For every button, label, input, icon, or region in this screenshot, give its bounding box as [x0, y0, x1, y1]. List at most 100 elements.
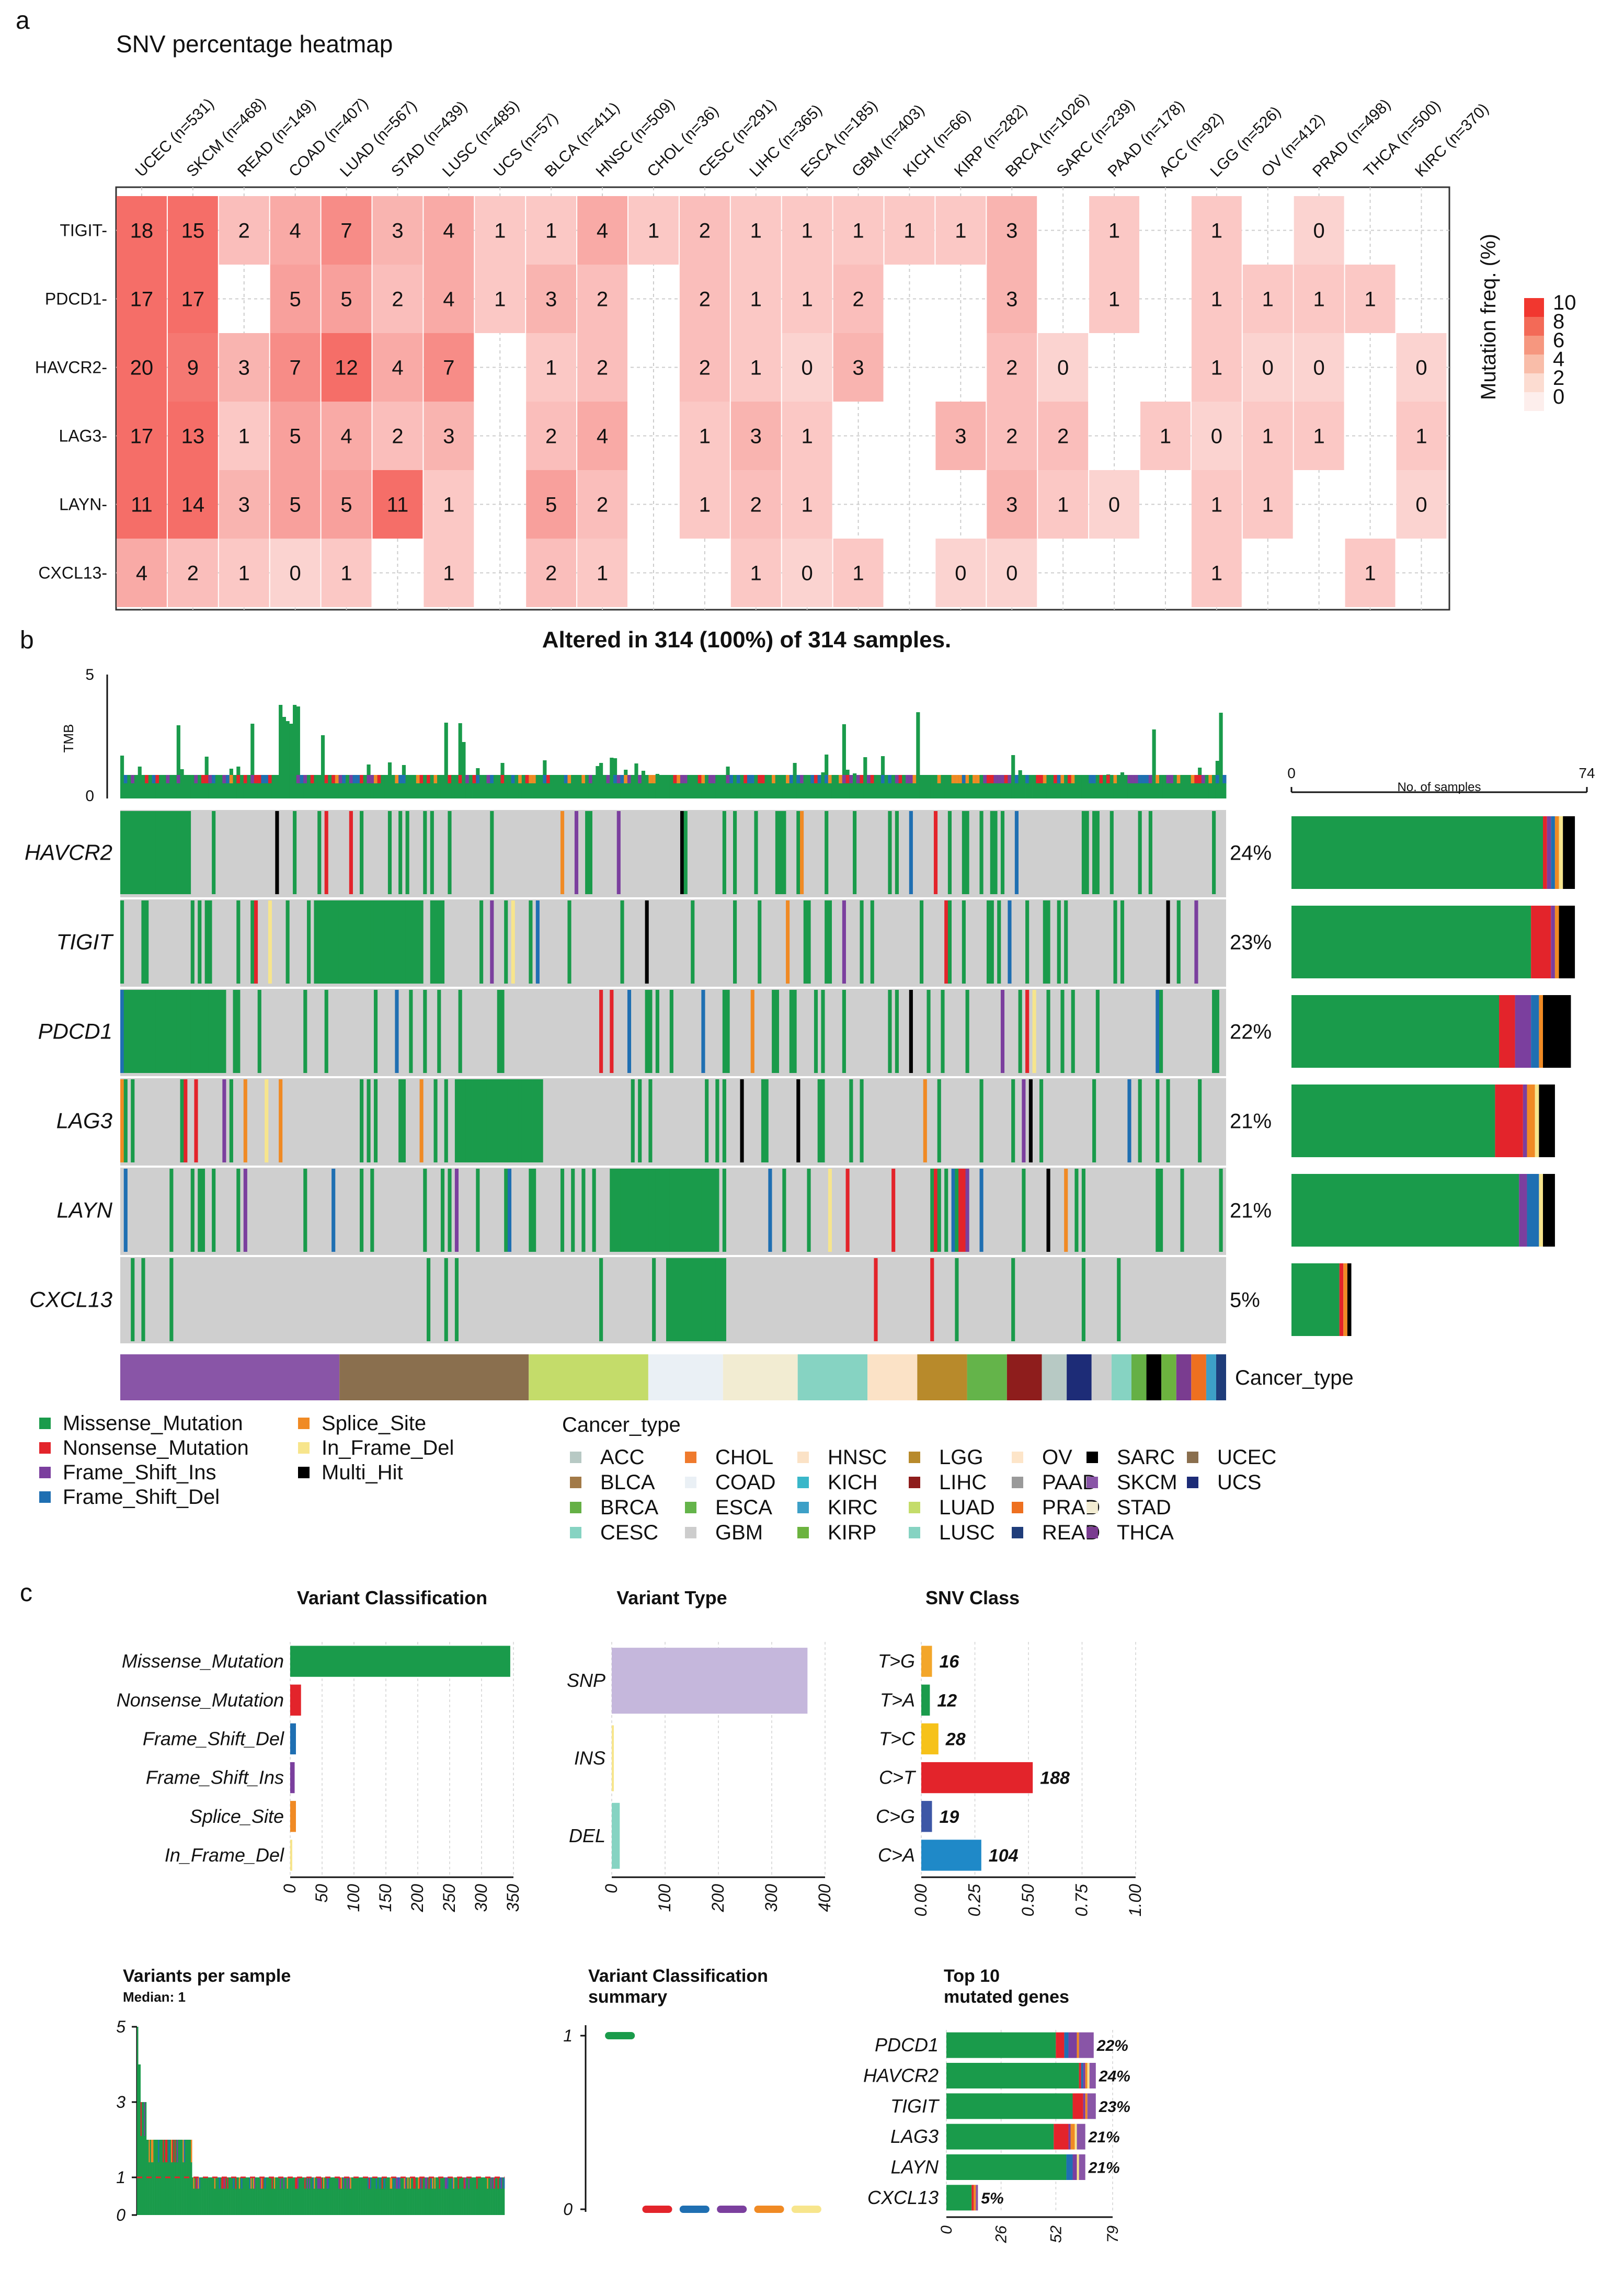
heatmap-value: 0 [802, 562, 813, 585]
sample-bar-segment [177, 2140, 178, 2163]
oncoplot-cell [458, 990, 462, 1073]
y-tick-label: 0 [116, 2206, 125, 2224]
sample-bar [247, 2177, 248, 2215]
heatmap-value: 5 [340, 288, 352, 311]
oncoplot-percent: 21% [1230, 1200, 1272, 1223]
stacked-segment [1074, 2124, 1077, 2150]
tmb-bar [733, 775, 737, 783]
sample-bar [189, 2140, 191, 2215]
sample-bar [393, 2177, 395, 2215]
tmb-bar [983, 775, 987, 798]
oncoplot-cell [613, 1169, 617, 1252]
sample-bar [303, 2177, 305, 2215]
oncoplot-percent: 21% [1230, 1110, 1272, 1133]
oncoplot-cell [145, 900, 149, 984]
sample-bar [170, 2140, 173, 2215]
heatmap-cell [526, 265, 577, 333]
sample-bar [228, 2177, 230, 2215]
tmb-bar [1159, 775, 1163, 783]
cancer-legend-label: GBM [715, 1521, 763, 1544]
cancer-legend-swatch [685, 1527, 696, 1538]
tmb-bar [736, 775, 740, 783]
stacked-segment [946, 2093, 1073, 2119]
tmb-bar [705, 775, 709, 783]
tmb-bar [1141, 775, 1146, 798]
oncoplot-cell [1110, 811, 1114, 894]
sample-bar-segment [199, 2177, 201, 2189]
sample-bar [415, 2177, 417, 2215]
sample-bar [483, 2177, 485, 2215]
tmb-bar [927, 775, 931, 783]
tmb-bar [891, 775, 896, 783]
tmb-bar [645, 775, 649, 798]
side-bar-segment [1291, 1263, 1340, 1336]
sample-bar-segment [350, 2177, 352, 2189]
legend-tick: 6 [1553, 329, 1564, 352]
tmb-bar [602, 775, 607, 798]
oncoplot-cell [314, 900, 318, 984]
heatmap-value: 2 [545, 425, 557, 448]
tmb-bar [539, 775, 543, 783]
x-tick-label: 0.75 [1072, 1884, 1091, 1916]
tmb-bar [631, 775, 635, 798]
sample-bar-segment [444, 2177, 447, 2189]
heatmap-value: 2 [392, 288, 403, 311]
y-tick-label: 1 [563, 2026, 573, 2045]
box-median [605, 2032, 635, 2039]
cancer-legend-swatch [909, 1477, 920, 1488]
oncoplot-cell [430, 811, 434, 894]
oncoplot-cell [962, 900, 966, 984]
sample-bar [462, 2177, 464, 2215]
sample-bar [420, 2177, 422, 2215]
oncoplot-cell [1166, 1079, 1170, 1162]
sample-bar [343, 2177, 345, 2215]
heatmap-value: 1 [545, 220, 557, 243]
heatmap-cell [1242, 470, 1293, 539]
heatmap-value: 0 [802, 357, 813, 380]
tmb-bar [391, 775, 395, 798]
sample-bar [493, 2177, 495, 2215]
oncoplot-cell [162, 811, 166, 894]
sample-bar [437, 2177, 438, 2215]
oncoplot-cell [180, 990, 184, 1073]
oncoplot-cell [529, 900, 533, 984]
tmb-bar [933, 775, 938, 783]
side-bar-segment [1531, 906, 1551, 978]
oncoplot-cell [419, 1079, 424, 1162]
sample-bar [251, 2177, 253, 2215]
sample-bar [350, 2177, 352, 2215]
oncoplot-cell [849, 1079, 853, 1162]
legend-tick: 2 [1553, 367, 1564, 390]
sample-bar-segment [148, 2140, 150, 2163]
tmb-bar [557, 775, 561, 783]
tmb-bar [419, 775, 424, 783]
oncoplot-cell [620, 1169, 624, 1252]
oncoplot-cell [444, 1079, 448, 1162]
oncoplot-cell [719, 1258, 723, 1341]
oncoplot-cell [1127, 1079, 1131, 1162]
oncoplot-cell [127, 811, 131, 894]
tmb-bar [1011, 775, 1015, 783]
side-bar-segment [1519, 1174, 1527, 1247]
sample-bar [315, 2177, 316, 2215]
sample-bar [400, 2177, 402, 2215]
sample-bar-segment [439, 2177, 441, 2189]
oncoplot-cell [775, 990, 779, 1073]
oncoplot-cell [395, 900, 399, 984]
side-bar-segment [1339, 1263, 1344, 1336]
oncoplot-cell [222, 1079, 226, 1162]
heatmap-cell [526, 539, 577, 607]
sample-bar [322, 2177, 324, 2215]
oncoplot-cell [198, 1169, 202, 1252]
sample-bar-segment [144, 2102, 145, 2136]
cancer-legend-label: CESC [600, 1521, 658, 1544]
tmb-bar [1095, 775, 1100, 798]
tmb-bar [659, 775, 663, 783]
tmb-bar [250, 775, 255, 783]
tmb-bar [293, 705, 297, 798]
oncoplot-cell [1025, 900, 1030, 984]
heatmap-value: 7 [290, 357, 301, 380]
tmb-bar [947, 775, 952, 798]
sample-bar-segment [375, 2177, 378, 2189]
tmb-bar [1127, 775, 1131, 798]
